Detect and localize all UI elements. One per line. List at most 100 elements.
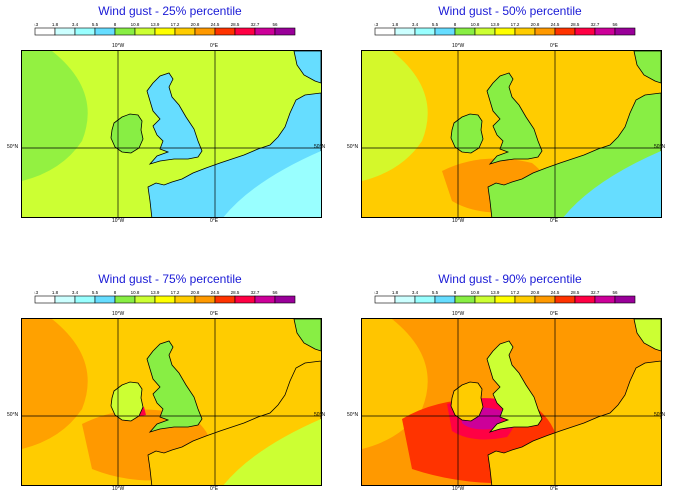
panel-p50: Wind gust - 50% percentile 0.3 1.8 3.4 5.5 8… xyxy=(347,4,665,234)
colorbar-tick-label: 3.4 xyxy=(72,290,79,295)
colorbar-swatch xyxy=(374,27,396,36)
lon-label: 0°E xyxy=(550,218,559,224)
ireland-landmass xyxy=(450,113,484,154)
colorbar-swatch xyxy=(594,295,616,304)
colorbar-swatch xyxy=(554,295,576,304)
colorbar-swatch xyxy=(594,27,616,36)
wind-gust-map xyxy=(21,318,322,486)
scandinavia-landmass xyxy=(633,319,661,352)
lon-label: 10°W xyxy=(112,43,125,49)
colorbar-swatch xyxy=(194,295,216,304)
lon-label: 0°E xyxy=(550,43,559,49)
colorbar-swatch xyxy=(494,27,516,36)
colorbar-tick-label: 5.5 xyxy=(92,22,99,27)
colorbar-tick-label: 3.4 xyxy=(72,22,79,27)
panel-title: Wind gust - 75% percentile xyxy=(98,272,242,286)
colorbar-tick-label: 0.3 xyxy=(34,22,39,27)
colorbar-tick-label: 20.8 xyxy=(531,22,540,27)
colorbar-tick-label: 3.4 xyxy=(412,290,419,295)
scandinavia-landmass xyxy=(293,319,321,352)
colorbar-swatch xyxy=(474,295,496,304)
colorbar-graphic: 0.3 1.8 3.4 5.5 8 10.8 13.9 17.2 20.8 24.5 28.5 32.… xyxy=(374,290,636,304)
wind-gust-map xyxy=(361,318,662,486)
continent-interior xyxy=(223,419,321,485)
colorbar-swatch xyxy=(134,295,156,304)
colorbar-tick-label: 13.9 xyxy=(491,22,500,27)
colorbar-tick-label: 20.8 xyxy=(531,290,540,295)
wind-band xyxy=(22,51,88,181)
lon-label: 0°E xyxy=(210,218,219,224)
colorbar-swatch xyxy=(274,295,296,304)
colorbar-swatch xyxy=(54,27,76,36)
lon-label: 0°E xyxy=(210,43,219,49)
colorbar-swatch xyxy=(194,27,216,36)
colorbar-swatch xyxy=(94,295,116,304)
colorbar-tick-label: 10.8 xyxy=(131,290,140,295)
wind-gust-map xyxy=(361,50,662,218)
great-britain-landmass xyxy=(486,340,543,433)
colorbar-swatch xyxy=(234,295,256,304)
lat-label: 50°N xyxy=(347,412,359,418)
lon-label: 10°W xyxy=(112,486,125,492)
lon-label: 10°W xyxy=(452,218,465,224)
lon-label: 10°W xyxy=(112,311,125,317)
colorbar-tick-label: 5.5 xyxy=(432,22,439,27)
colorbar-tick-label: 3.4 xyxy=(412,22,419,27)
colorbar-tick-label: 56 xyxy=(272,290,278,295)
colorbar-tick-label: 5.5 xyxy=(92,290,99,295)
great-britain-landmass xyxy=(146,340,203,433)
colorbar-graphic: 0.3 1.8 3.4 5.5 8 10.8 13.9 17.2 20.8 24.5 28.5 32.… xyxy=(34,22,296,36)
lon-label: 10°W xyxy=(452,486,465,492)
panel-p75: Wind gust - 75% percentile 0.3 1.8 3.4 5.5 8… xyxy=(7,272,325,497)
colorbar-tick-label: 17.2 xyxy=(511,22,520,27)
panel-title: Wind gust - 90% percentile xyxy=(438,272,582,286)
colorbar-swatch xyxy=(414,295,436,304)
colorbar: 0.3 1.8 3.4 5.5 8 10.8 13.9 17.2 20.8 24.5 28.5 32.… xyxy=(374,289,636,304)
lat-label: 50°N xyxy=(347,144,359,150)
colorbar-swatch xyxy=(214,295,236,304)
colorbar: 0.3 1.8 3.4 5.5 8 10.8 13.9 17.2 20.8 24.5 28.5 32.… xyxy=(374,21,636,36)
colorbar-swatch xyxy=(514,295,536,304)
lon-label: 0°E xyxy=(550,311,559,317)
lon-label: 0°E xyxy=(550,486,559,492)
colorbar-swatch xyxy=(214,27,236,36)
colorbar-swatch xyxy=(454,27,476,36)
colorbar-swatch xyxy=(254,27,276,36)
colorbar-tick-label: 28.5 xyxy=(571,22,580,27)
colorbar-swatch xyxy=(174,27,196,36)
wind-band xyxy=(362,51,428,181)
continent-interior xyxy=(223,151,321,217)
ireland-landmass xyxy=(110,381,144,422)
colorbar-graphic: 0.3 1.8 3.4 5.5 8 10.8 13.9 17.2 20.8 24.5 28.5 32.… xyxy=(34,290,296,304)
colorbar-tick-label: 13.9 xyxy=(491,290,500,295)
colorbar-tick-label: 20.8 xyxy=(191,22,200,27)
ireland-landmass xyxy=(450,381,484,422)
colorbar-swatch xyxy=(434,295,456,304)
colorbar-swatch xyxy=(254,295,276,304)
colorbar-tick-label: 32.7 xyxy=(591,290,600,295)
colorbar-tick-label: 13.9 xyxy=(151,22,160,27)
lon-label: 10°W xyxy=(452,43,465,49)
colorbar-swatch xyxy=(114,295,136,304)
colorbar-swatch xyxy=(614,27,636,36)
colorbar-swatch xyxy=(394,295,416,304)
lon-label: 10°W xyxy=(452,311,465,317)
lon-label: 0°E xyxy=(210,311,219,317)
colorbar-swatch xyxy=(434,27,456,36)
colorbar-tick-label: 32.7 xyxy=(251,290,260,295)
colorbar: 0.3 1.8 3.4 5.5 8 10.8 13.9 17.2 20.8 24.5 28.5 32.… xyxy=(34,21,296,36)
scandinavia-landmass xyxy=(293,51,321,84)
great-britain-landmass xyxy=(146,72,203,165)
colorbar-tick-label: 1.8 xyxy=(392,290,399,295)
colorbar-tick-label: 1.8 xyxy=(52,22,59,27)
colorbar-tick-label: 17.2 xyxy=(171,22,180,27)
panel-p90: Wind gust - 90% percentile 0.3 1.8 3.4 5.5 8… xyxy=(347,272,665,497)
continent-interior xyxy=(563,151,661,217)
colorbar-swatch xyxy=(534,27,556,36)
colorbar-tick-label: 24.5 xyxy=(551,22,560,27)
colorbar-swatch xyxy=(274,27,296,36)
colorbar-swatch xyxy=(414,27,436,36)
lat-label: 50°N xyxy=(7,412,19,418)
colorbar-tick-label: 28.5 xyxy=(231,290,240,295)
panel-title: Wind gust - 25% percentile xyxy=(98,4,242,18)
